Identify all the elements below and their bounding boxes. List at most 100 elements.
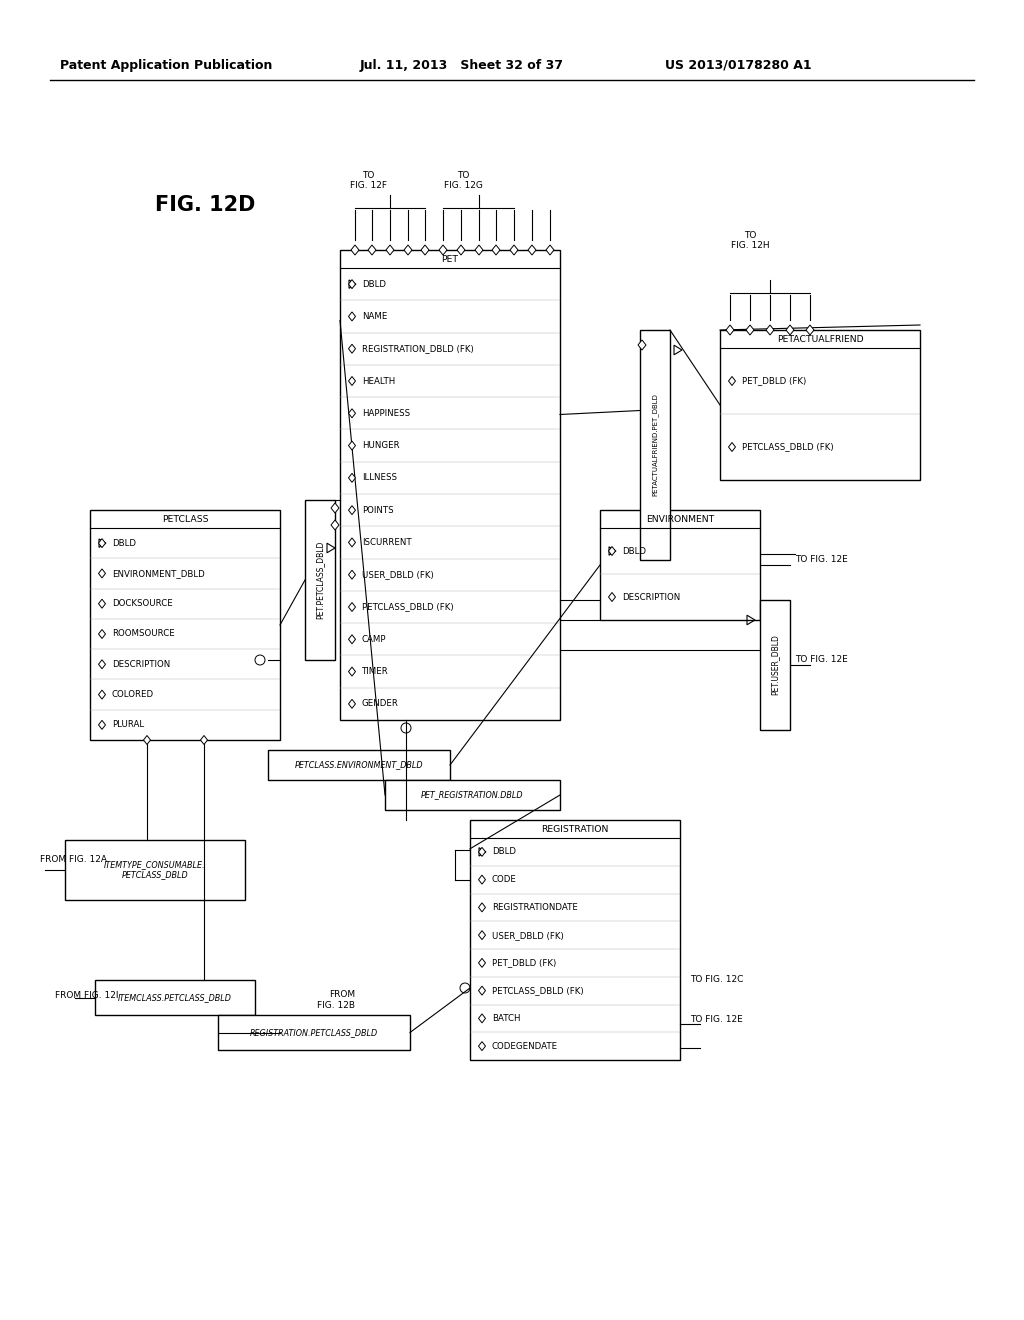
Polygon shape xyxy=(510,246,518,255)
Polygon shape xyxy=(421,246,429,255)
Text: COLORED: COLORED xyxy=(112,690,155,700)
Bar xyxy=(268,750,450,780)
Polygon shape xyxy=(608,546,615,556)
Text: GENDER: GENDER xyxy=(362,700,399,709)
Polygon shape xyxy=(348,376,355,385)
Bar xyxy=(95,979,255,1015)
Polygon shape xyxy=(528,246,536,255)
Polygon shape xyxy=(351,246,359,255)
Polygon shape xyxy=(143,735,151,744)
Text: DBLD: DBLD xyxy=(622,546,646,556)
Polygon shape xyxy=(478,931,485,940)
Polygon shape xyxy=(475,246,483,255)
Polygon shape xyxy=(478,958,485,968)
Polygon shape xyxy=(478,903,485,912)
Polygon shape xyxy=(368,246,376,255)
Polygon shape xyxy=(348,474,355,482)
Text: PETCLASS_DBLD (FK): PETCLASS_DBLD (FK) xyxy=(492,986,584,995)
Bar xyxy=(470,820,680,1060)
Text: PLURAL: PLURAL xyxy=(112,721,144,730)
Text: REGISTRATION.PETCLASS_DBLD: REGISTRATION.PETCLASS_DBLD xyxy=(250,1028,378,1038)
Polygon shape xyxy=(98,569,105,578)
Polygon shape xyxy=(478,1041,485,1051)
Text: FROM FIG. 12I: FROM FIG. 12I xyxy=(55,990,119,999)
Polygon shape xyxy=(386,246,394,255)
Text: US 2013/0178280 A1: US 2013/0178280 A1 xyxy=(665,58,812,71)
Polygon shape xyxy=(348,570,355,579)
Text: DESCRIPTION: DESCRIPTION xyxy=(112,660,170,669)
Text: DOCKSOURCE: DOCKSOURCE xyxy=(112,599,173,609)
Polygon shape xyxy=(331,520,339,531)
Text: PETACTUALFRIEND: PETACTUALFRIEND xyxy=(776,334,863,343)
Text: ROOMSOURCE: ROOMSOURCE xyxy=(112,630,175,639)
Text: PET_REGISTRATION.DBLD: PET_REGISTRATION.DBLD xyxy=(421,791,523,800)
Text: TO
FIG. 12G: TO FIG. 12G xyxy=(443,170,482,190)
Polygon shape xyxy=(439,246,447,255)
Text: FROM
FIG. 12B: FROM FIG. 12B xyxy=(317,990,355,1010)
Text: ENVIRONMENT_DBLD: ENVIRONMENT_DBLD xyxy=(112,569,205,578)
Bar xyxy=(600,510,760,620)
Text: ITEMTYPE_CONSUMABLE.: ITEMTYPE_CONSUMABLE. xyxy=(104,861,206,870)
Polygon shape xyxy=(638,341,646,350)
Text: DBLD: DBLD xyxy=(362,280,386,289)
Text: DBLD: DBLD xyxy=(492,847,516,857)
Text: PETCLASS_DBLD: PETCLASS_DBLD xyxy=(122,870,188,879)
Polygon shape xyxy=(726,325,734,335)
Text: PET.PETCLASS_DBLD: PET.PETCLASS_DBLD xyxy=(315,541,325,619)
Text: CAMP: CAMP xyxy=(362,635,386,644)
Text: TO
FIG. 12F: TO FIG. 12F xyxy=(349,170,386,190)
Text: CODE: CODE xyxy=(492,875,517,884)
Polygon shape xyxy=(746,325,754,335)
Text: TO FIG. 12E: TO FIG. 12E xyxy=(795,656,848,664)
Text: REGISTRATION_DBLD (FK): REGISTRATION_DBLD (FK) xyxy=(362,345,474,354)
Polygon shape xyxy=(348,602,355,611)
Polygon shape xyxy=(348,312,355,321)
Polygon shape xyxy=(348,441,355,450)
Text: REGISTRATIONDATE: REGISTRATIONDATE xyxy=(492,903,578,912)
Text: TO
FIG. 12H: TO FIG. 12H xyxy=(731,231,769,249)
Polygon shape xyxy=(348,506,355,515)
Polygon shape xyxy=(348,345,355,354)
Bar xyxy=(90,510,280,741)
Polygon shape xyxy=(478,986,485,995)
Text: PET.USER_DBLD: PET.USER_DBLD xyxy=(770,635,779,696)
Polygon shape xyxy=(201,735,208,744)
Polygon shape xyxy=(98,690,105,700)
Text: PETACTUALFRIEND.PET_DBLD: PETACTUALFRIEND.PET_DBLD xyxy=(651,393,658,496)
Text: PET_DBLD (FK): PET_DBLD (FK) xyxy=(492,958,556,968)
Text: FROM FIG. 12A: FROM FIG. 12A xyxy=(40,855,106,865)
Polygon shape xyxy=(348,280,355,289)
Polygon shape xyxy=(766,325,774,335)
Polygon shape xyxy=(348,700,355,709)
Polygon shape xyxy=(348,409,355,418)
Text: HEALTH: HEALTH xyxy=(362,376,395,385)
Text: HUNGER: HUNGER xyxy=(362,441,399,450)
Text: TO FIG. 12E: TO FIG. 12E xyxy=(690,1015,742,1024)
Polygon shape xyxy=(457,246,465,255)
Text: USER_DBLD (FK): USER_DBLD (FK) xyxy=(492,931,564,940)
Polygon shape xyxy=(728,442,735,451)
Text: PETCLASS: PETCLASS xyxy=(162,515,208,524)
Text: DESCRIPTION: DESCRIPTION xyxy=(622,593,680,602)
Text: TIMER: TIMER xyxy=(362,667,389,676)
Text: PET: PET xyxy=(441,255,459,264)
Polygon shape xyxy=(331,503,339,513)
Bar xyxy=(340,249,560,719)
Text: TO FIG. 12C: TO FIG. 12C xyxy=(690,975,743,985)
Polygon shape xyxy=(728,376,735,385)
Polygon shape xyxy=(98,539,105,548)
Bar xyxy=(720,330,920,480)
Text: POINTS: POINTS xyxy=(362,506,393,515)
Bar xyxy=(218,1015,410,1049)
Text: FIG. 12D: FIG. 12D xyxy=(155,195,255,215)
Text: NAME: NAME xyxy=(362,312,387,321)
Polygon shape xyxy=(546,246,554,255)
Text: ITEMCLASS.PETCLASS_DBLD: ITEMCLASS.PETCLASS_DBLD xyxy=(118,993,232,1002)
Text: ISCURRENT: ISCURRENT xyxy=(362,539,412,546)
Polygon shape xyxy=(478,847,485,857)
Text: BATCH: BATCH xyxy=(492,1014,520,1023)
Polygon shape xyxy=(478,875,485,884)
Polygon shape xyxy=(98,721,105,730)
Text: REGISTRATION: REGISTRATION xyxy=(542,825,608,833)
Text: ILLNESS: ILLNESS xyxy=(362,474,397,482)
